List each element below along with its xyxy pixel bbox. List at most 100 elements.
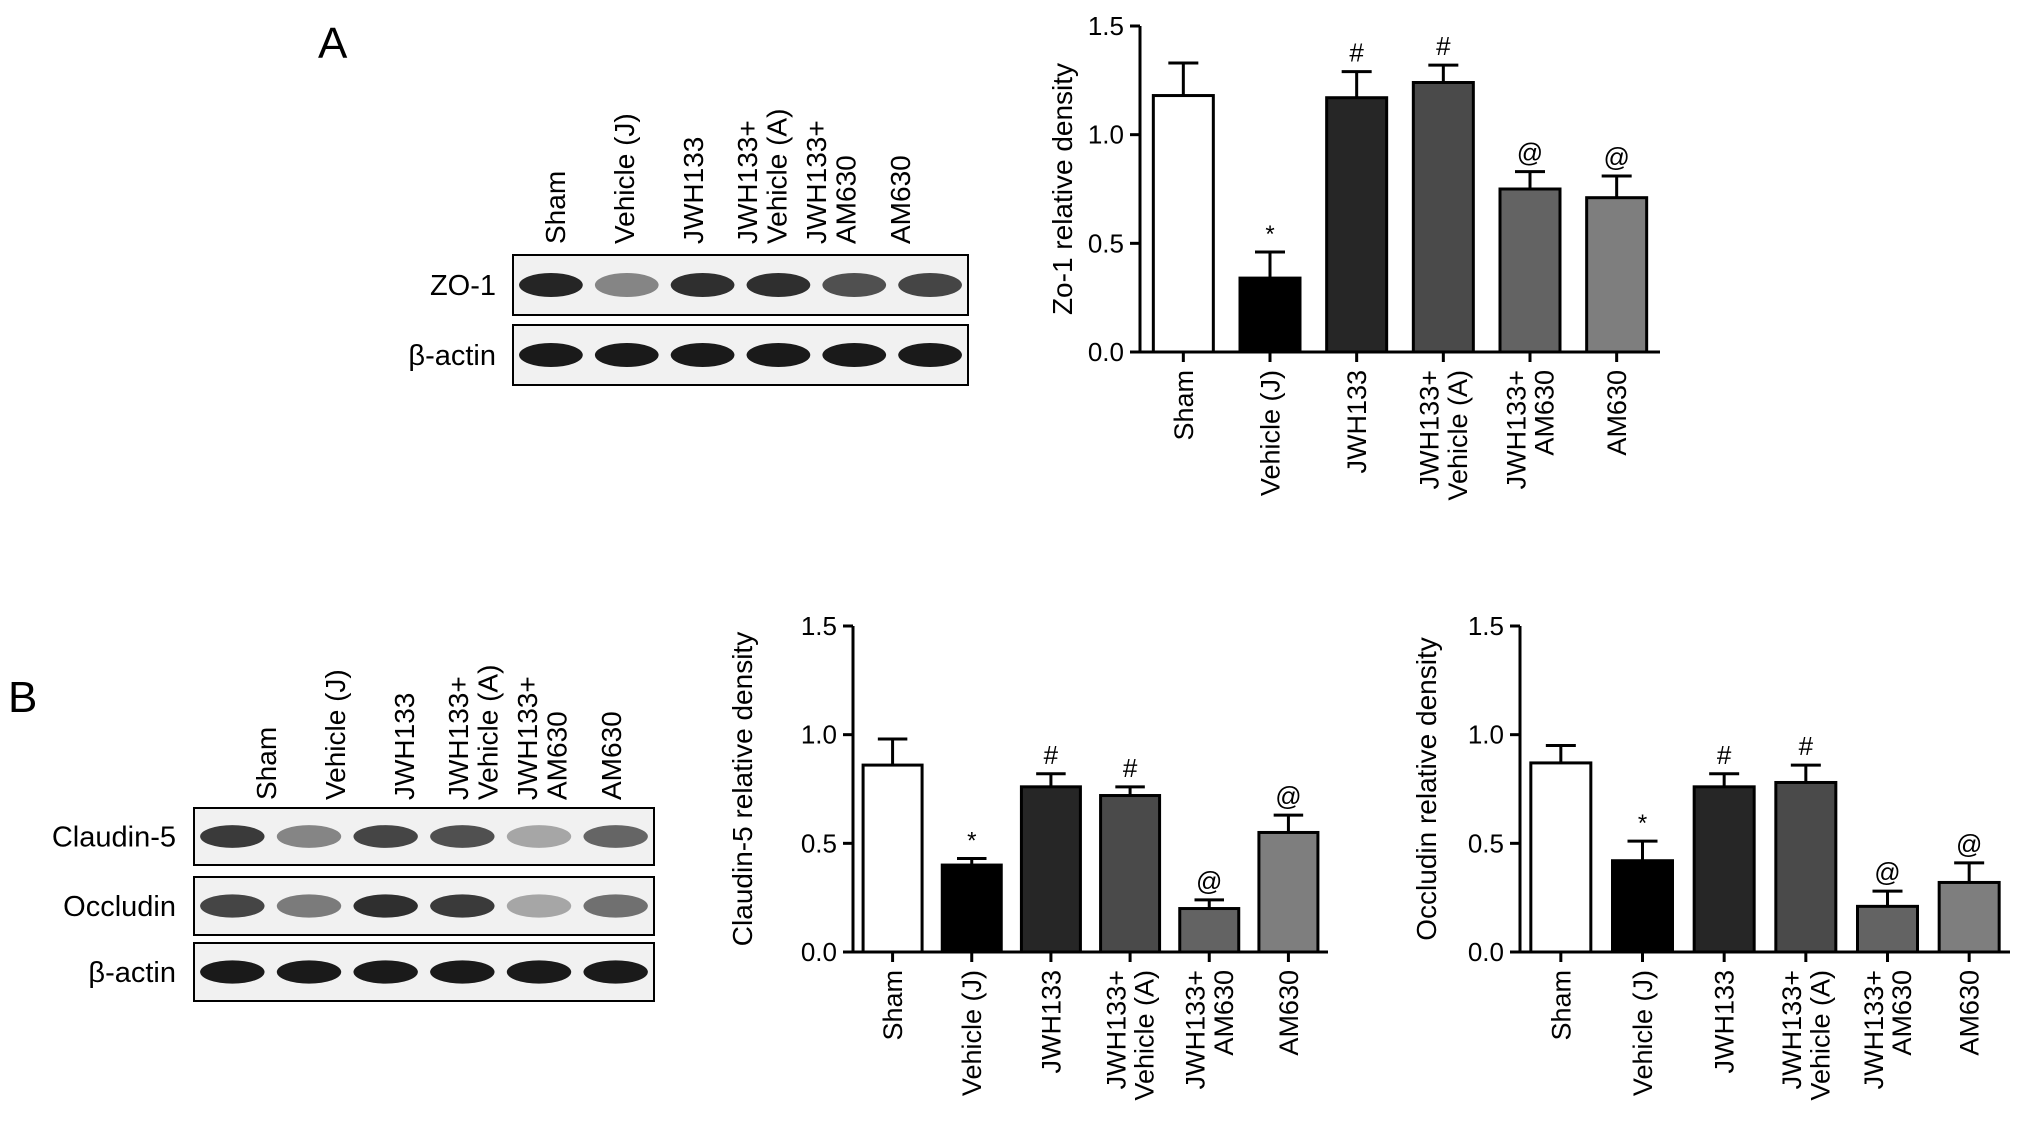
lane-label: JWH133+Vehicle (A) xyxy=(443,665,503,800)
x-tick-label: JWH133+Vehicle (A) xyxy=(1777,970,1835,1101)
band xyxy=(200,825,265,848)
significance-mark: * xyxy=(1265,221,1274,248)
band xyxy=(822,273,887,297)
band xyxy=(519,273,583,297)
significance-mark: # xyxy=(1349,38,1364,68)
chart-1: 0.0 0.5 1.0 1.5 Zo-1 relative density Sham * Ve… xyxy=(1047,11,1660,501)
band xyxy=(200,960,265,984)
blot-row-label: Occludin xyxy=(63,891,176,923)
x-tick-label: Vehicle (J) xyxy=(1628,970,1658,1096)
lane-label: JWH133 xyxy=(389,693,420,800)
x-tick-label: AM630 xyxy=(1602,370,1632,456)
bar xyxy=(1498,187,1562,354)
significance-mark: @ xyxy=(1517,138,1543,168)
band xyxy=(276,960,342,984)
bar xyxy=(1856,904,1919,954)
x-tick-label: AM630 xyxy=(1955,970,1985,1056)
lane-label: JWH133 xyxy=(678,137,709,244)
y-tick-label: 0.5 xyxy=(1088,228,1124,258)
significance-mark: # xyxy=(1044,740,1059,770)
x-tick-label: Vehicle (J) xyxy=(957,970,987,1096)
blot-strip xyxy=(193,807,655,866)
bar xyxy=(1774,780,1838,954)
blot-panel-a: Sham Vehicle (J) JWH133 JWH133+Vehicle (A) J… xyxy=(408,109,969,386)
x-tick-label: AM630 xyxy=(1274,970,1304,1056)
bar xyxy=(1692,785,1756,954)
band xyxy=(898,343,962,367)
significance-mark: # xyxy=(1799,731,1814,761)
band xyxy=(519,343,583,367)
bar xyxy=(1178,907,1241,954)
band xyxy=(583,894,648,918)
y-tick-label: 1.0 xyxy=(1468,720,1504,750)
panel-letter-a: A xyxy=(318,19,348,68)
significance-mark: @ xyxy=(1603,142,1629,172)
lane-label: Sham xyxy=(540,171,571,244)
y-tick-label: 1.5 xyxy=(1468,611,1504,641)
lane-label: JWH133+AM630 xyxy=(801,120,861,244)
significance-mark: # xyxy=(1436,31,1451,61)
bar xyxy=(940,863,1003,954)
band xyxy=(670,273,735,297)
y-axis-label: Occludin relative density xyxy=(1411,637,1442,940)
band xyxy=(583,960,648,984)
significance-mark: * xyxy=(967,828,976,855)
lane-label: Vehicle (J) xyxy=(320,669,351,800)
significance-mark: @ xyxy=(1956,829,1982,859)
blot-strip xyxy=(193,942,655,1002)
blot-row-label: β-actin xyxy=(88,957,176,989)
y-tick-label: 1.5 xyxy=(1088,11,1124,41)
western-blots: Sham Vehicle (J) JWH133 JWH133+Vehicle (A) J… xyxy=(52,109,969,1002)
bar xyxy=(1529,761,1593,954)
blot-row-label: ZO-1 xyxy=(430,270,496,302)
x-tick-label: JWH133+AM630 xyxy=(1181,970,1239,1089)
band xyxy=(898,273,962,297)
band xyxy=(430,825,495,848)
y-tick-label: 0.5 xyxy=(1468,828,1504,858)
x-tick-label: Sham xyxy=(1546,970,1576,1041)
x-tick-label: Sham xyxy=(1169,370,1199,441)
band xyxy=(353,960,418,984)
blot-row-label: β-actin xyxy=(408,340,496,372)
x-tick-label: Vehicle (J) xyxy=(1255,370,1285,496)
band xyxy=(670,343,735,367)
lane-label: Vehicle (J) xyxy=(609,113,640,244)
bar-charts: 0.0 0.5 1.0 1.5 Zo-1 relative density Sham * Ve… xyxy=(727,11,2010,1101)
y-axis-label: Zo-1 relative density xyxy=(1047,63,1078,315)
x-tick-label: JWH133 xyxy=(1342,370,1372,474)
bar xyxy=(1585,196,1649,354)
bar xyxy=(1611,859,1674,954)
y-tick-label: 1.0 xyxy=(1088,120,1124,150)
bar xyxy=(1325,96,1389,354)
lane-label: JWH133+AM630 xyxy=(512,676,572,800)
y-tick-label: 0.0 xyxy=(1468,937,1504,967)
band xyxy=(583,825,648,848)
bar xyxy=(1019,785,1082,954)
lane-label: AM630 xyxy=(885,155,916,244)
significance-mark: # xyxy=(1717,740,1732,770)
bar xyxy=(1937,880,2001,954)
band xyxy=(276,894,342,918)
y-tick-label: 0.5 xyxy=(801,828,837,858)
lane-label: Sham xyxy=(251,727,282,800)
bar xyxy=(1257,830,1320,954)
significance-mark: @ xyxy=(1874,857,1900,887)
band xyxy=(353,825,418,848)
x-tick-label: Sham xyxy=(878,970,908,1041)
lane-label: AM630 xyxy=(596,711,627,800)
band xyxy=(594,273,659,297)
significance-mark: * xyxy=(1638,810,1647,837)
band xyxy=(353,894,418,918)
y-tick-label: 1.0 xyxy=(801,720,837,750)
bar xyxy=(1411,81,1475,354)
x-tick-label: JWH133 xyxy=(1036,970,1066,1074)
significance-mark: @ xyxy=(1275,781,1301,811)
y-axis-label: Claudin-5 relative density xyxy=(727,632,758,946)
bar xyxy=(1151,94,1215,354)
band xyxy=(746,343,811,367)
x-tick-label: JWH133+Vehicle (A) xyxy=(1101,970,1159,1101)
chart-3: 0.0 0.5 1.0 1.5 Occludin relative density Sha… xyxy=(1411,611,2010,1101)
band xyxy=(506,825,572,848)
band xyxy=(746,273,811,297)
